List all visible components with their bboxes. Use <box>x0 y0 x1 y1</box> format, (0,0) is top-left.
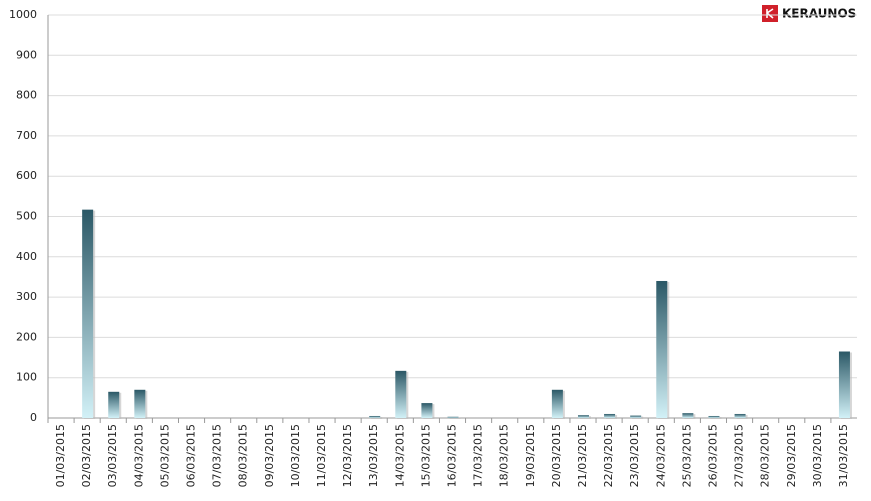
y-tick-label: 700 <box>16 129 37 142</box>
bar <box>134 389 146 418</box>
y-tick-label: 600 <box>16 169 37 182</box>
bar <box>577 415 589 418</box>
bar <box>395 370 407 418</box>
x-tick-label: 11/03/2015 <box>315 424 328 487</box>
bar <box>369 415 381 418</box>
x-tick-label: 07/03/2015 <box>211 424 224 487</box>
bar <box>421 403 433 418</box>
bar-shadow <box>449 417 461 419</box>
x-tick-label: 16/03/2015 <box>446 424 459 487</box>
x-tick-label: 15/03/2015 <box>419 424 432 487</box>
x-tick-label: 03/03/2015 <box>106 424 119 487</box>
x-tick-label: 04/03/2015 <box>132 424 145 487</box>
x-tick-label: 31/03/2015 <box>837 424 850 487</box>
bar <box>630 415 642 418</box>
y-tick-label: 200 <box>16 330 37 343</box>
x-tick-label: 20/03/2015 <box>550 424 563 487</box>
y-tick-label: 900 <box>16 48 37 61</box>
bar <box>734 413 746 418</box>
x-tick-label: 02/03/2015 <box>80 424 93 487</box>
x-tick-label: 17/03/2015 <box>472 424 485 487</box>
x-tick-label: 09/03/2015 <box>263 424 276 487</box>
y-tick-label: 100 <box>16 371 37 384</box>
bar <box>682 413 694 418</box>
x-tick-label: 22/03/2015 <box>602 424 615 487</box>
bar <box>551 389 563 418</box>
bar <box>604 413 616 418</box>
logo: KERAUNOS <box>762 5 856 22</box>
x-tick-label: 10/03/2015 <box>289 424 302 487</box>
x-tick-label: 27/03/2015 <box>733 424 746 487</box>
y-tick-label: 300 <box>16 290 37 303</box>
bar <box>656 280 668 418</box>
x-tick-label: 13/03/2015 <box>367 424 380 487</box>
x-tick-label: 28/03/2015 <box>759 424 772 487</box>
x-tick-label: 06/03/2015 <box>185 424 198 487</box>
x-tick-label: 14/03/2015 <box>393 424 406 487</box>
x-tick-label: 08/03/2015 <box>237 424 250 487</box>
bar <box>838 351 850 418</box>
x-tick-label: 30/03/2015 <box>811 424 824 487</box>
x-tick-label: 01/03/2015 <box>54 424 67 487</box>
y-tick-label: 0 <box>30 411 37 424</box>
x-tick-label: 24/03/2015 <box>654 424 667 487</box>
x-tick-label: 26/03/2015 <box>706 424 719 487</box>
y-tick-label: 800 <box>16 89 37 102</box>
x-tick-label: 05/03/2015 <box>158 424 171 487</box>
bar <box>708 415 720 418</box>
x-tick-label: 21/03/2015 <box>576 424 589 487</box>
bar <box>82 209 94 418</box>
y-tick-label: 1000 <box>9 8 37 21</box>
x-tick-label: 18/03/2015 <box>498 424 511 487</box>
logo-text: KERAUNOS <box>782 7 856 21</box>
bar <box>108 391 120 418</box>
y-tick-label: 400 <box>16 250 37 263</box>
y-tick-label: 500 <box>16 210 37 223</box>
bar <box>447 416 459 418</box>
x-tick-label: 23/03/2015 <box>628 424 641 487</box>
x-tick-label: 25/03/2015 <box>680 424 693 487</box>
x-tick-label: 29/03/2015 <box>785 424 798 487</box>
logo-icon <box>762 5 778 22</box>
x-tick-label: 19/03/2015 <box>524 424 537 487</box>
x-tick-label: 12/03/2015 <box>341 424 354 487</box>
